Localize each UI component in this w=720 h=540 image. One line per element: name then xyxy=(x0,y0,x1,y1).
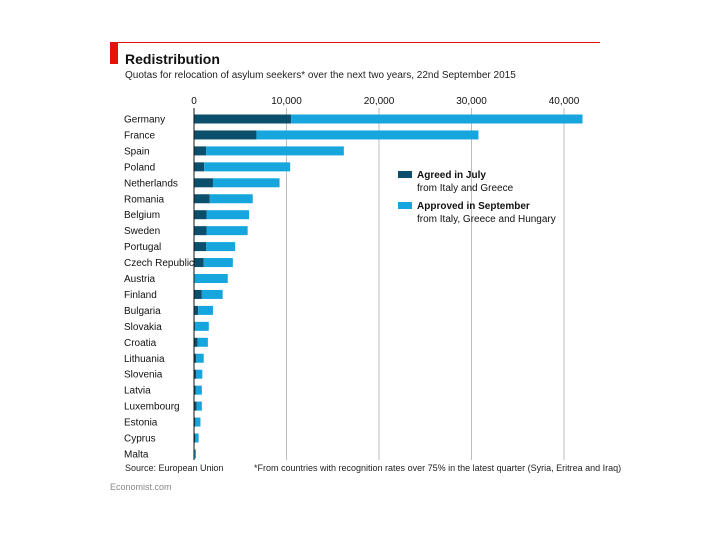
brand-logo: Economist.com xyxy=(110,482,172,492)
bar-approved xyxy=(209,194,253,204)
bar-agreed xyxy=(194,258,204,268)
bar-agreed xyxy=(194,289,202,299)
chart-subtitle: Quotas for relocation of asylum seekers*… xyxy=(125,70,516,81)
bar-approved xyxy=(195,433,199,443)
category-label: Belgium xyxy=(124,210,160,221)
legend-note: from Italy, Greece and Hungary xyxy=(417,214,556,225)
bar-agreed xyxy=(194,433,196,443)
category-label: Netherlands xyxy=(124,178,178,189)
category-label: Romania xyxy=(124,194,164,205)
x-tick-label: 20,000 xyxy=(364,96,395,107)
bar-agreed xyxy=(194,178,213,188)
bar-agreed xyxy=(194,353,197,363)
bar-approved xyxy=(194,274,228,283)
category-label: Estonia xyxy=(124,418,158,429)
bar-approved xyxy=(197,337,208,347)
bar-approved xyxy=(204,162,291,172)
top-rule xyxy=(110,42,600,43)
bar-agreed xyxy=(194,210,207,220)
bar-approved xyxy=(206,226,248,236)
bar-agreed xyxy=(194,194,210,204)
bar-agreed xyxy=(194,162,205,172)
bar-agreed xyxy=(194,369,197,379)
legend-label: Approved in September xyxy=(417,201,530,212)
legend-swatch xyxy=(398,171,412,178)
category-label: France xyxy=(124,130,156,141)
bar-approved xyxy=(206,210,250,220)
category-label: Malta xyxy=(124,449,149,460)
bar-approved xyxy=(201,289,223,299)
legend-swatch xyxy=(398,202,412,209)
category-label: Czech Republic xyxy=(124,258,194,269)
bar-approved xyxy=(196,401,202,411)
bar-approved xyxy=(194,321,209,331)
bar-agreed xyxy=(194,114,292,124)
bar-approved xyxy=(195,385,202,395)
bar-agreed xyxy=(194,130,257,140)
bar-agreed xyxy=(194,226,207,236)
category-label: Germany xyxy=(124,115,165,126)
bar-approved xyxy=(198,305,213,315)
category-label: Slovenia xyxy=(124,370,163,381)
bar-agreed xyxy=(194,385,196,395)
bar-agreed xyxy=(194,146,207,156)
bar-approved xyxy=(194,449,196,459)
bar-approved xyxy=(206,242,236,252)
x-tick-label: 40,000 xyxy=(549,96,580,107)
category-label: Lithuania xyxy=(124,354,165,365)
category-label: Croatia xyxy=(124,338,157,349)
category-label: Cyprus xyxy=(124,434,156,445)
x-tick-label: 0 xyxy=(191,96,197,107)
footnote: *From countries with recognition rates o… xyxy=(254,463,622,473)
accent-tag xyxy=(110,42,118,64)
source-note: Source: European Union xyxy=(125,463,224,473)
bar-agreed xyxy=(194,337,198,347)
category-label: Finland xyxy=(124,290,157,301)
category-label: Portugal xyxy=(124,242,161,253)
bar-approved xyxy=(196,353,204,363)
category-label: Slovakia xyxy=(124,322,162,333)
category-label: Bulgaria xyxy=(124,306,161,317)
x-tick-label: 10,000 xyxy=(271,96,302,107)
bar-agreed xyxy=(194,305,199,315)
category-label: Austria xyxy=(124,274,156,285)
x-tick-label: 30,000 xyxy=(456,96,487,107)
bar-approved xyxy=(195,417,201,427)
bar-approved xyxy=(196,369,203,379)
bar-agreed xyxy=(194,242,207,252)
bar-approved xyxy=(256,130,479,140)
bar-agreed xyxy=(194,401,197,411)
chart-title: Redistribution xyxy=(125,51,220,67)
category-label: Luxembourg xyxy=(124,402,180,413)
bar-approved xyxy=(291,114,583,124)
category-label: Latvia xyxy=(124,386,151,397)
category-label: Spain xyxy=(124,146,150,157)
bar-approved xyxy=(212,178,280,188)
category-label: Poland xyxy=(124,162,155,173)
bar-approved xyxy=(203,258,233,268)
legend-note: from Italy and Greece xyxy=(417,183,514,194)
bar-approved xyxy=(206,146,344,156)
category-label: Sweden xyxy=(124,226,160,237)
legend-label: Agreed in July xyxy=(417,170,486,181)
bar-agreed xyxy=(194,417,196,427)
